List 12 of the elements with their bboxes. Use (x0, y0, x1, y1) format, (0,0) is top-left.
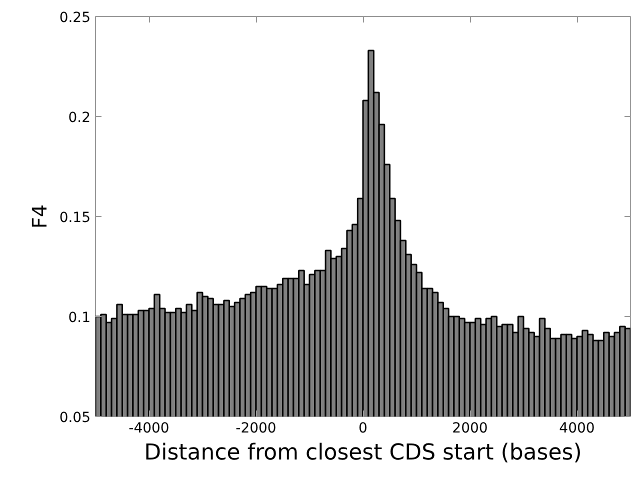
y-tick-label: 0.2 (68, 110, 90, 126)
y-axis-title: F4 (27, 204, 52, 229)
x-tick-label: -2000 (236, 420, 276, 436)
x-tick-label: -4000 (128, 420, 170, 436)
x-tick-label: 0 (358, 420, 368, 436)
y-tick-label: 0.1 (68, 310, 90, 326)
x-tick-label: 4000 (559, 420, 595, 436)
y-tick-label: 0.05 (59, 410, 90, 426)
y-tick-label: 0.15 (59, 210, 90, 226)
y-tick-label: 0.25 (59, 10, 90, 26)
x-tick-label: 2000 (452, 420, 488, 436)
x-axis-title: Distance from closest CDS start (bases) (144, 440, 582, 466)
